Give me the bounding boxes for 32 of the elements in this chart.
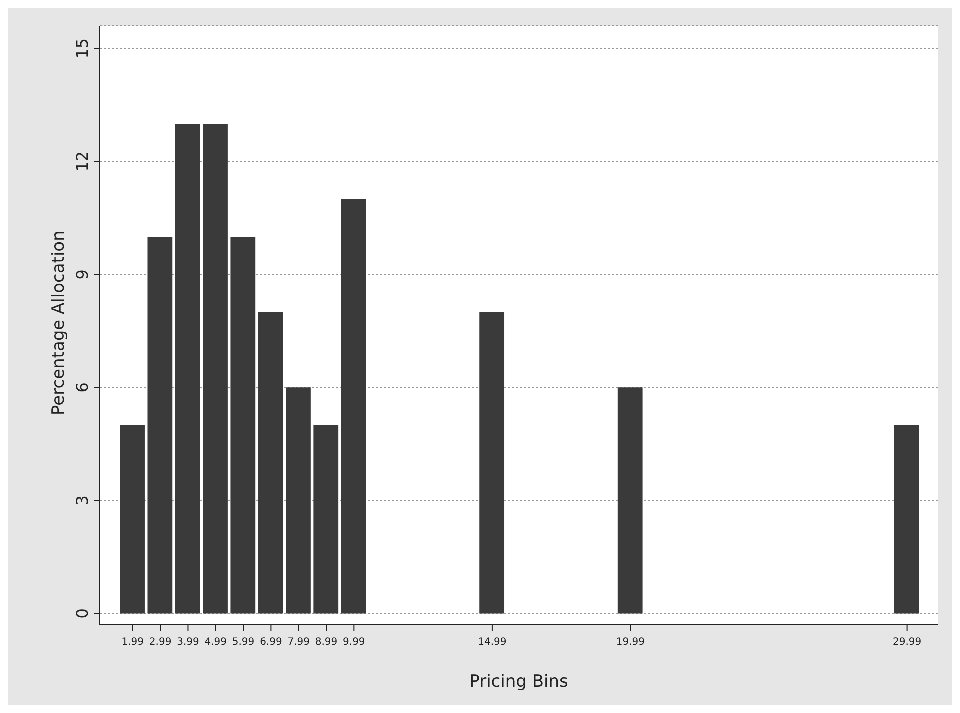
bar <box>286 388 311 614</box>
x-tick-label: 9.99 <box>343 637 366 648</box>
bar <box>230 236 256 614</box>
y-tick-label: 12 <box>73 151 92 172</box>
x-tick-label: 6.99 <box>260 637 282 648</box>
x-tick-label: 2.99 <box>149 637 172 648</box>
x-tick-label: 19.99 <box>616 637 646 648</box>
bar <box>258 312 284 614</box>
bar <box>341 199 366 614</box>
bar <box>480 312 505 614</box>
x-tick-label: 1.99 <box>122 637 144 648</box>
y-tick-label: 15 <box>73 38 92 59</box>
bar <box>120 425 145 614</box>
bar <box>175 124 200 614</box>
bar <box>203 124 228 614</box>
y-tick-label: 3 <box>73 496 92 506</box>
x-tick-label: 7.99 <box>288 637 310 648</box>
y-tick-label: 9 <box>73 270 92 280</box>
x-tick-label: 8.99 <box>315 637 338 648</box>
x-tick-label: 5.99 <box>232 637 255 648</box>
bar <box>894 425 920 614</box>
x-axis-title: Pricing Bins <box>470 672 568 692</box>
x-tick-label: 29.99 <box>892 637 922 648</box>
x-tick-label: 14.99 <box>478 637 507 648</box>
bar <box>618 388 643 614</box>
y-tick-label: 0 <box>73 608 92 619</box>
x-tick-label: 4.99 <box>204 637 228 648</box>
bar <box>314 425 339 614</box>
bar <box>148 236 173 614</box>
y-axis-title: Percentage Allocation <box>49 230 70 416</box>
y-tick-label: 6 <box>73 382 92 393</box>
x-tick-label: 3.99 <box>177 637 200 648</box>
